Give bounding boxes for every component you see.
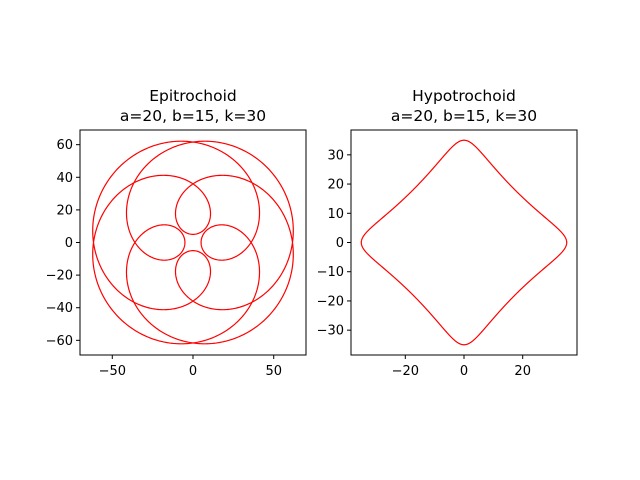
y-tick-label: −30 [317,324,344,339]
y-tick-label: −60 [46,334,73,349]
x-tick-label: 0 [189,364,197,379]
y-tick-label: 20 [327,178,344,193]
y-tick-label: 10 [327,207,344,222]
y-tick-label: 60 [56,138,73,153]
y-tick-label: 30 [327,148,344,163]
x-tick-label: 50 [265,364,282,379]
epitrochoid-title: Epitrochoid [149,87,237,105]
y-tick-label: 0 [65,236,73,251]
y-tick-label: 20 [56,203,73,218]
epitrochoid-curve [92,140,294,345]
x-tick-label: −20 [392,364,419,379]
y-tick-label: −10 [317,265,344,280]
y-tick-label: 0 [336,236,344,251]
y-tick-label: −20 [317,294,344,309]
epitrochoid-plot-area: −50 0 50 −60 −40 −20 0 20 40 60 [46,129,307,379]
y-tick-label: 40 [56,171,73,186]
hypotrochoid-panel: Hypotrochoid a=20, b=15, k=30 −20 0 20−30−… [317,87,578,379]
y-tick-label: −20 [46,269,73,284]
hypotrochoid-plot-area: −20 0 20 −30 −20 −10 0 10 20 30 [317,129,578,379]
hypotrochoid-curve [360,139,568,346]
hypotrochoid-title: Hypotrochoid [412,87,516,105]
y-tick-label: −40 [46,301,73,316]
x-tick-label: −50 [99,364,126,379]
epitrochoid-panel: Epitrochoid a=20, b=15, k=30 −50 0 50 −60 −4… [46,87,307,379]
x-tick-label: 20 [514,364,531,379]
hypotrochoid-subtitle: a=20, b=15, k=30 [391,107,537,125]
x-tick-label: 0 [460,364,468,379]
epitrochoid-subtitle: a=20, b=15, k=30 [120,107,266,125]
